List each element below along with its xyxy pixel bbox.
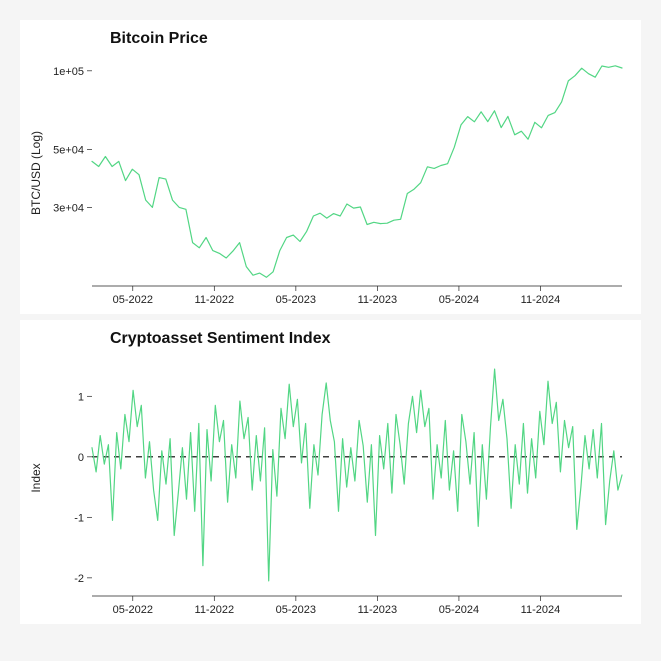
chart2-svg: -2 -1 0 1 05-2022 11-2022 05-2023 11-2023 05-202… <box>20 354 640 624</box>
svg-text:05-2024: 05-2024 <box>439 294 479 306</box>
svg-text:-1: -1 <box>74 512 84 524</box>
svg-text:5e+04: 5e+04 <box>53 144 84 156</box>
chart1-title: Bitcoin Price <box>20 20 641 54</box>
svg-text:11-2022: 11-2022 <box>195 604 235 616</box>
svg-text:11-2022: 11-2022 <box>195 294 235 306</box>
svg-text:0: 0 <box>78 452 84 464</box>
svg-text:11-2023: 11-2023 <box>358 604 398 616</box>
svg-text:1e+05: 1e+05 <box>53 66 84 78</box>
chart-sentiment-index: Cryptoasset Sentiment Index -2 -1 0 1 05-202… <box>20 320 641 624</box>
svg-text:1: 1 <box>78 391 84 403</box>
svg-text:05-2023: 05-2023 <box>276 294 316 306</box>
svg-text:3e+04: 3e+04 <box>53 202 84 214</box>
svg-text:05-2023: 05-2023 <box>276 604 316 616</box>
svg-text:05-2024: 05-2024 <box>439 604 479 616</box>
svg-text:Index: Index <box>29 463 43 492</box>
svg-text:BTC/USD (Log): BTC/USD (Log) <box>29 131 43 215</box>
chart-bitcoin-price: Bitcoin Price 3e+04 5e+04 1e+05 05-2022 11-2… <box>20 20 641 314</box>
svg-text:11-2024: 11-2024 <box>521 604 561 616</box>
svg-text:-2: -2 <box>74 573 84 585</box>
chart1-svg: 3e+04 5e+04 1e+05 05-2022 11-2022 05-2023 11-2… <box>20 54 640 314</box>
svg-text:11-2023: 11-2023 <box>358 294 398 306</box>
svg-text:11-2024: 11-2024 <box>521 294 561 306</box>
chart2-title: Cryptoasset Sentiment Index <box>20 320 641 354</box>
svg-text:05-2022: 05-2022 <box>113 604 153 616</box>
svg-text:05-2022: 05-2022 <box>113 294 153 306</box>
